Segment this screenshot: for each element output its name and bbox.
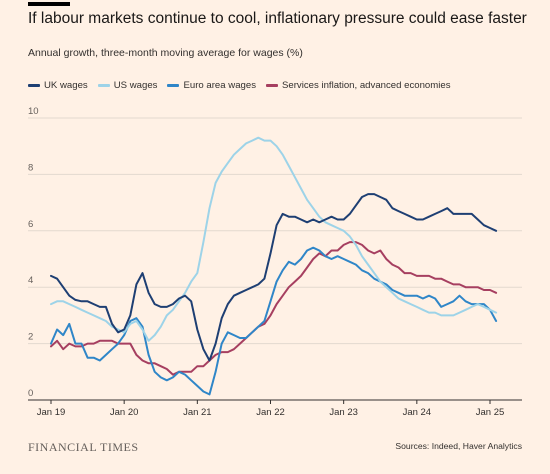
x-tick-label: Jan 19 bbox=[37, 407, 66, 418]
x-tick-label: Jan 22 bbox=[256, 407, 285, 418]
series-line-uk-wages bbox=[50, 193, 498, 362]
legend-item-uk-wages: UK wages bbox=[28, 80, 88, 91]
legend-swatch bbox=[167, 84, 180, 87]
ft-logo: FINANCIAL TIMES bbox=[28, 440, 139, 454]
legend-swatch bbox=[266, 84, 278, 87]
series-line-services-inflation-advanced-economies bbox=[50, 241, 498, 376]
series-line-us-wages bbox=[50, 136, 498, 342]
series-lines bbox=[50, 136, 498, 396]
legend-item-services-inflation: Services inflation, advanced economies bbox=[266, 80, 451, 91]
chart-legend: UK wages US wages Euro area wages Servic… bbox=[28, 80, 451, 91]
x-tick-label: Jan 24 bbox=[403, 407, 432, 418]
y-tick-label: 0 bbox=[28, 388, 33, 399]
x-tick-label: Jan 21 bbox=[183, 407, 212, 418]
y-tick-label: 10 bbox=[28, 106, 39, 117]
source-note: Sources: Indeed, Haver Analytics bbox=[395, 441, 522, 451]
y-tick-label: 2 bbox=[28, 332, 33, 343]
y-tick-label: 6 bbox=[28, 219, 33, 230]
chart-subtitle: Annual growth, three-month moving averag… bbox=[28, 47, 303, 59]
chart-title: If labour markets continue to cool, infl… bbox=[28, 10, 527, 27]
legend-item-euro-area-wages: Euro area wages bbox=[167, 80, 256, 91]
legend-swatch bbox=[97, 84, 110, 87]
x-tick-label: Jan 20 bbox=[110, 407, 139, 418]
legend-label: US wages bbox=[113, 80, 158, 91]
axes: 0 2 4 6 8 10 Jan 19 Jan 20 Jan 21 Jan 22 Jan 23 Jan… bbox=[28, 106, 522, 418]
x-tick-label: Jan 25 bbox=[476, 407, 505, 418]
ft-accent-bar bbox=[28, 2, 70, 6]
legend-label: Euro area wages bbox=[183, 80, 256, 91]
legend-swatch bbox=[28, 84, 40, 87]
legend-label: Services inflation, advanced economies bbox=[282, 80, 451, 91]
legend-item-us-wages: US wages bbox=[97, 80, 158, 91]
series-line-euro-area-wages bbox=[50, 246, 498, 396]
y-tick-label: 8 bbox=[28, 162, 33, 173]
y-tick-label: 4 bbox=[28, 275, 33, 286]
legend-label: UK wages bbox=[44, 80, 88, 91]
x-tick-label: Jan 23 bbox=[329, 407, 358, 418]
